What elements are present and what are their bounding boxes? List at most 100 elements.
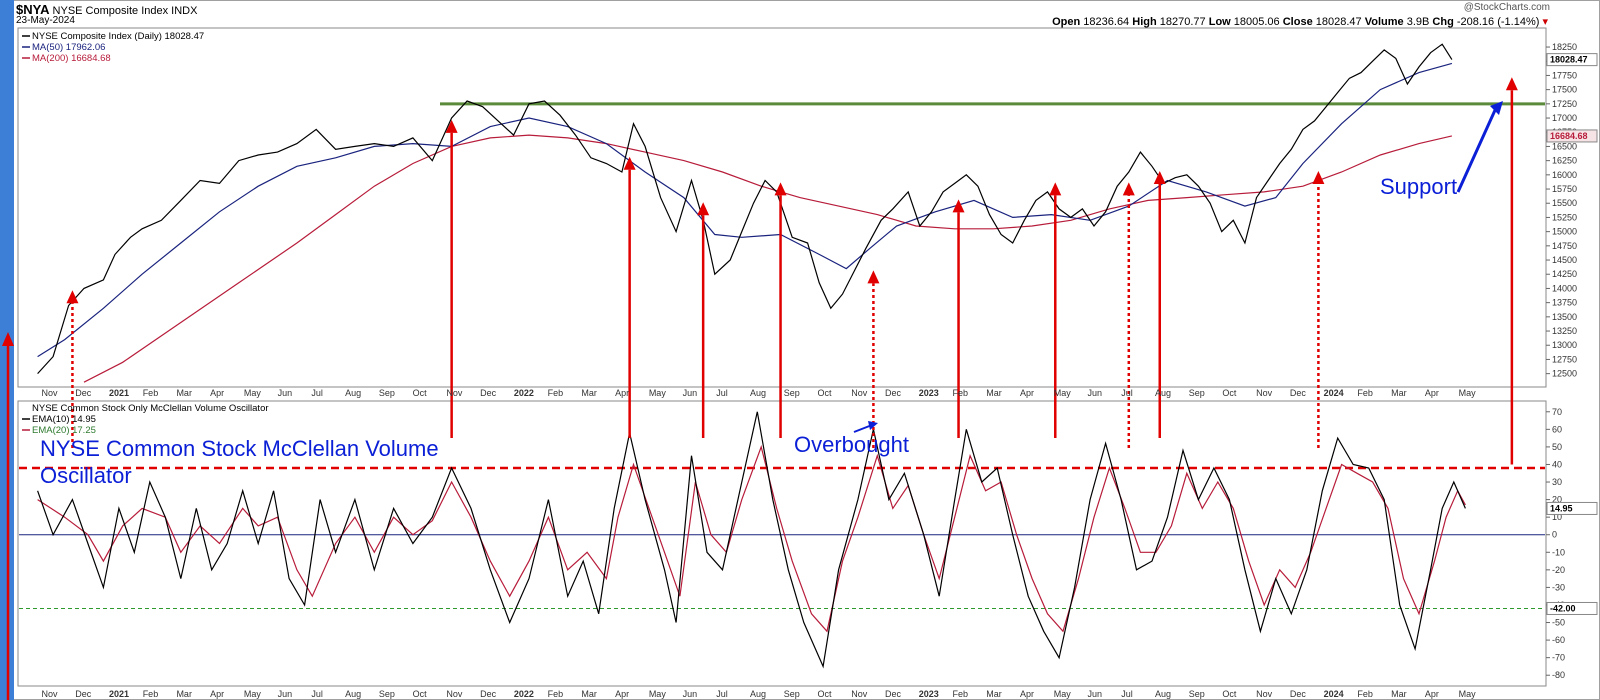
oscillator-y-tick-label: 30 [1552,477,1562,487]
oscillator-x-tick-label: Apr [615,689,629,699]
oscillator-grid [19,466,1545,609]
oscillator-x-tick-label: Dec [75,689,92,699]
chg-down-icon: ▾ [1542,16,1548,28]
oscillator-y-axis: -80-70-60-50-40-30-20-100102030405060701… [1546,407,1598,680]
oscillator-y-tick-label: -10 [1552,547,1565,557]
oscillator-x-tick-label: Jul [716,689,728,699]
oscillator-x-tick-label: Apr [1425,689,1439,699]
ma200-value-tag: 16684.68 [1550,131,1588,141]
price-x-axis: Nov Dec 2021 Feb Mar Apr May Jun Jul Aug Sep Oct Nov… [41,388,1476,398]
oscillator-x-tick-label: Apr [1020,689,1034,699]
signal-arrow-head [697,202,710,216]
oversold-value-tag-box [1546,601,1598,615]
high-value: 18270.77 [1159,16,1206,28]
price-y-tick-label: 16250 [1552,156,1577,166]
price-y-tick-label: 18250 [1552,42,1577,52]
oscillator-x-tick-label: Oct [413,689,428,699]
oscillator-x-tick-label: Jun [278,689,293,699]
price-x-tick-label: Nov [41,388,58,398]
volume-label: Volume [1364,16,1404,28]
oscillator-x-tick-label: Nov [1256,689,1273,699]
oscillator-title: NYSE Common Stock Only McClellan Volume … [32,403,269,414]
price-x-tick-label: Dec [480,388,497,398]
oscillator-x-tick-label: Nov [851,689,868,699]
price-x-tick-label: Sep [784,388,800,398]
price-y-tick-label: 14750 [1552,241,1577,251]
oscillator-x-tick-label: Feb [953,689,969,699]
price-y-tick-label: 13500 [1552,312,1577,322]
oversold-value-tag: -42.00 [1550,603,1576,613]
signal-arrow-head [774,182,787,196]
legend-ema20: EMA(20) 17.25 [32,425,96,436]
price-x-tick-label: Mar [1391,388,1407,398]
signal-arrow-head [1122,182,1135,196]
oscillator-x-tick-label: 2024 [1324,689,1344,699]
oscillator-x-tick-label: Jul [311,689,323,699]
price-x-tick-label: May [244,388,262,398]
index-name: NYSE Composite Index [52,5,169,17]
price-y-tick-label: 14250 [1552,269,1577,279]
oscillator-x-tick-label: Feb [548,689,564,699]
oscillator-x-tick-label: 2022 [514,689,534,699]
exchange: INDX [171,5,198,17]
oscillator-x-tick-label: Dec [480,689,497,699]
price-x-tick-label: 2022 [514,388,534,398]
price-y-tick-label: 15000 [1552,227,1577,237]
left-edge-arrow-head [2,332,14,346]
price-x-tick-label: Feb [143,388,159,398]
overbought-arrow-shaft [853,424,873,433]
oscillator-x-tick-label: Sep [379,689,395,699]
oscillator-x-tick-label: May [1054,689,1072,699]
price-x-tick-label: Dec [885,388,902,398]
price-y-tick-label: 15500 [1552,198,1577,208]
chart-date: 23-May-2024 [16,15,75,26]
oscillator-x-tick-label: Nov [41,689,58,699]
low-value: 18005.06 [1233,16,1280,28]
oscillator-x-tick-label: 2023 [919,689,939,699]
ema10-line [37,411,1466,669]
oscillator-x-tick-label: 2021 [109,689,129,699]
oscillator-x-tick-label: Feb [143,689,159,699]
oscillator-y-tick-label: -70 [1552,653,1565,663]
price-y-tick-label: 16000 [1552,170,1577,180]
oscillator-x-tick-label: Aug [345,689,361,699]
signal-arrow-head [1505,77,1518,91]
chg-label: Chg [1432,16,1454,28]
signal-arrow-head [623,156,636,170]
price-y-tick-label: 15750 [1552,184,1577,194]
oscillator-x-tick-label: Nov [446,689,463,699]
oscillator-x-tick-label: Oct [818,689,833,699]
oscillator-x-tick-label: Apr [210,689,224,699]
price-x-tick-label: Jun [683,388,698,398]
oscillator-x-tick-label: Dec [1290,689,1307,699]
close-label: Close [1282,16,1313,28]
price-x-tick-label: Jul [311,388,323,398]
price-y-tick-label: 12750 [1552,354,1577,364]
signal-arrow-head [867,270,880,284]
legend-ema10: EMA(10) 14.95 [32,414,96,425]
price-x-tick-label: Feb [953,388,969,398]
oscillator-y-tick-label: 0 [1552,530,1557,540]
oscillator-lines [37,411,1466,669]
oscillator-y-tick-label: -20 [1552,565,1565,575]
price-y-tick-label: 16500 [1552,141,1577,151]
ema20-line [37,444,1466,633]
price-x-tick-label: Jul [1121,388,1133,398]
price-last-value-tag: 18028.47 [1550,55,1588,65]
price-y-tick-label: 14500 [1552,255,1577,265]
open-label: Open [1052,16,1081,28]
oscillator-x-tick-label: Jun [683,689,698,699]
price-x-tick-label: Feb [548,388,564,398]
price-y-axis: 12500 12750 13000 13250 13500 13750 14000 14250… [1546,42,1598,379]
watermark: @StockCharts.com [1463,2,1550,13]
oscillator-y-tick-label: 50 [1552,442,1562,452]
low-label: Low [1208,16,1231,28]
oscillator-y-tick-label: 10 [1552,512,1562,522]
price-y-tick-label: 12500 [1552,369,1577,379]
signal-arrow-head [66,290,79,304]
price-y-tick-label: 14000 [1552,283,1577,293]
oscillator-x-tick-label: Mar [986,689,1002,699]
oscillator-x-tick-label: Feb [1357,689,1373,699]
oscillator-x-tick-label: Mar [581,689,597,699]
